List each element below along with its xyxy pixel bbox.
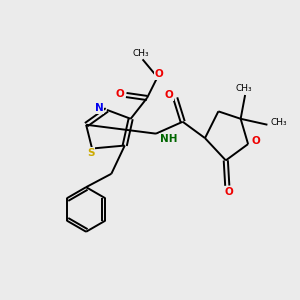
Text: NH: NH	[160, 134, 177, 144]
Text: O: O	[251, 136, 260, 146]
Text: O: O	[115, 88, 124, 98]
Text: CH₃: CH₃	[271, 118, 288, 127]
Text: CH₃: CH₃	[235, 84, 252, 93]
Text: O: O	[224, 187, 233, 196]
Text: O: O	[164, 90, 173, 100]
Text: CH₃: CH₃	[133, 49, 149, 58]
Text: O: O	[154, 69, 163, 79]
Text: S: S	[87, 148, 94, 158]
Text: N: N	[94, 103, 103, 113]
